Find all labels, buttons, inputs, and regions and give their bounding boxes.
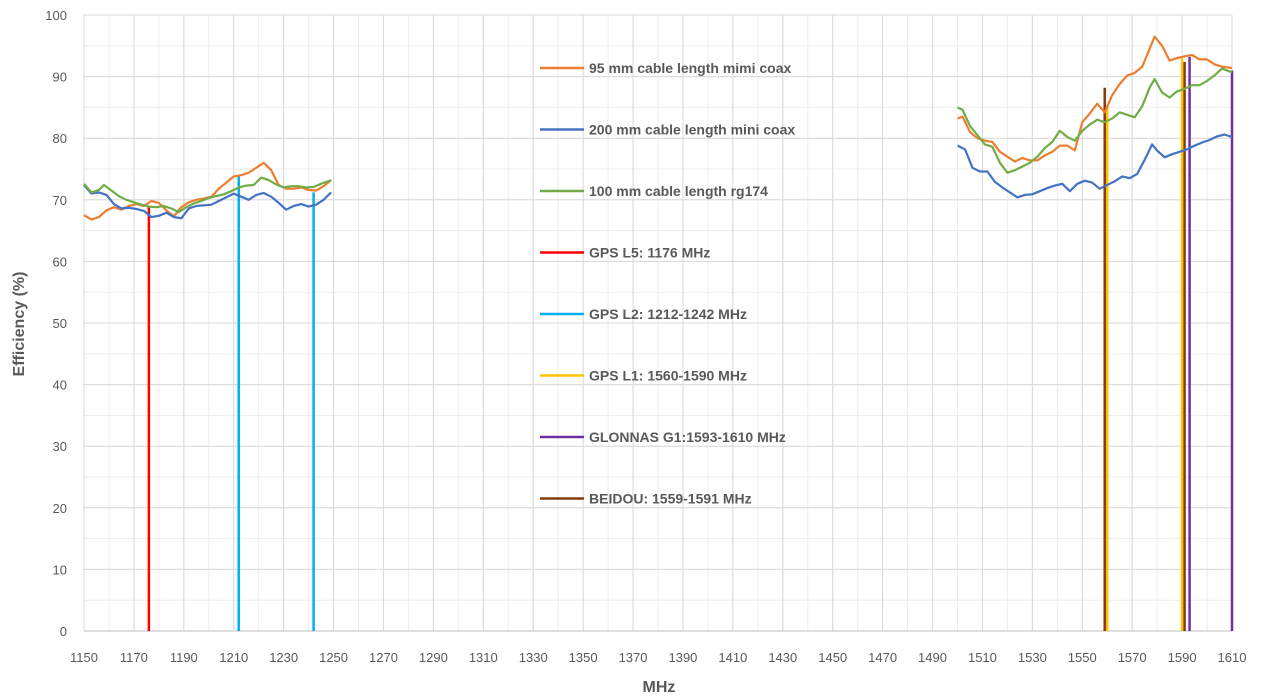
x-tick-label: 1550: [1068, 650, 1097, 665]
y-tick-label: 50: [53, 316, 67, 331]
x-tick-label: 1450: [818, 650, 847, 665]
series-line-3: [957, 67, 1233, 174]
gridlines: [83, 14, 1233, 632]
x-tick-label: 1530: [1018, 650, 1047, 665]
x-tick-label: 1370: [619, 650, 648, 665]
x-tick-label: 1610: [1218, 650, 1247, 665]
series-line-1: [83, 161, 332, 221]
series-line-2: [957, 133, 1233, 199]
x-tick-label: 1470: [868, 650, 897, 665]
series-line-2: [83, 184, 332, 220]
y-tick-label: 60: [53, 254, 67, 269]
x-tick-label: 1510: [968, 650, 997, 665]
x-tick-label: 1210: [219, 650, 248, 665]
x-tick-label: 1190: [170, 650, 198, 665]
x-tick-label: 1150: [70, 650, 98, 665]
series-line-3: [83, 176, 332, 214]
x-axis-title: MHz: [643, 679, 676, 696]
y-tick-label: 10: [53, 562, 67, 577]
y-tick-label: 40: [53, 378, 67, 393]
x-tick-label: 1310: [469, 650, 498, 665]
x-tick-label: 1570: [1118, 650, 1147, 665]
legend-label-1: 95 mm cable length mimi coax: [589, 60, 792, 76]
legend-label-4: GPS L5: 1176 MHz: [589, 245, 710, 261]
y-tick-label: 20: [53, 501, 67, 516]
legend-label-3: 100 mm cable length rg174: [589, 183, 768, 199]
y-axis-ticks: 0 10 20 30 40 50 60 70 80 90 100: [45, 8, 67, 639]
x-tick-label: 1170: [120, 650, 148, 665]
y-tick-label: 100: [45, 8, 67, 23]
x-tick-label: 1330: [519, 650, 548, 665]
y-tick-label: 30: [53, 439, 67, 454]
legend-label-7: GLONNAS G1:1593-1610 MHz: [589, 429, 786, 445]
x-tick-label: 1290: [419, 650, 448, 665]
x-tick-label: 1410: [718, 650, 747, 665]
x-tick-label: 1350: [569, 650, 598, 665]
series-line-1: [957, 35, 1233, 163]
legend: 95 mm cable length mimi coax 200 mm cable…: [540, 60, 795, 507]
y-tick-label: 80: [53, 131, 67, 146]
x-axis-ticks: 1150 1170 1190 1210 1230 1250 1270 1290 1310 1330…: [70, 650, 1246, 665]
x-tick-label: 1430: [768, 650, 797, 665]
x-tick-label: 1590: [1168, 650, 1197, 665]
y-axis-title: Efficiency (%): [11, 272, 28, 377]
legend-label-2: 200 mm cable length mini coax: [589, 122, 795, 138]
x-tick-label: 1250: [319, 650, 348, 665]
x-tick-label: 1390: [668, 650, 697, 665]
x-tick-label: 1230: [269, 650, 298, 665]
x-tick-label: 1490: [918, 650, 947, 665]
plot-area: [83, 35, 1234, 631]
y-tick-label: 90: [53, 70, 67, 85]
x-tick-label: 1270: [369, 650, 398, 665]
legend-label-5: GPS L2: 1212-1242 MHz: [589, 306, 747, 322]
legend-label-6: GPS L1: 1560-1590 MHz: [589, 368, 747, 384]
y-tick-label: 70: [53, 193, 67, 208]
y-tick-label: 0: [60, 624, 67, 639]
legend-label-8: BEIDOU: 1559-1591 MHz: [589, 491, 752, 507]
